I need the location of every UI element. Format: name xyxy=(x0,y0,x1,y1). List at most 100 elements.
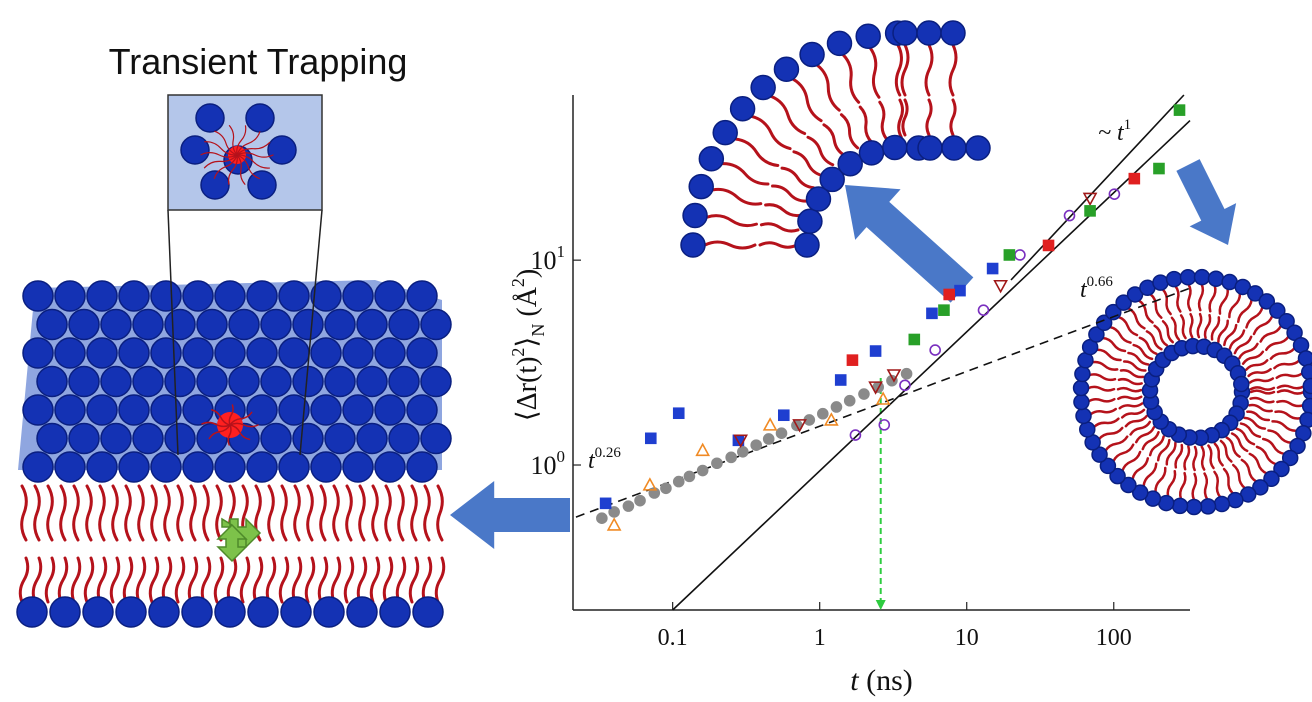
lipid-head xyxy=(260,365,292,398)
lipid-tail xyxy=(1271,420,1299,433)
lipid-tail xyxy=(1174,443,1184,469)
lipid-head xyxy=(164,365,196,398)
lipid-tail xyxy=(1088,373,1117,382)
lipid-head xyxy=(164,308,196,341)
lipid-tail xyxy=(868,46,881,99)
data-point xyxy=(834,374,847,386)
x-tick-label: 100 xyxy=(1096,625,1132,651)
y-label-part: (Å xyxy=(512,286,543,323)
lipid-tail xyxy=(434,556,446,604)
lipid-head xyxy=(1263,470,1280,488)
annotation-base: t xyxy=(588,448,596,474)
lipid-head xyxy=(346,596,378,628)
lipid-head xyxy=(1246,285,1264,302)
lipid-tail xyxy=(397,484,405,542)
lipid-head xyxy=(68,422,100,455)
lipid-head xyxy=(1075,407,1092,425)
tick-base: 10 xyxy=(531,451,557,480)
lipid-head xyxy=(892,20,918,46)
lipid-head xyxy=(22,394,54,426)
lipid-head xyxy=(54,337,86,369)
lipid-tail xyxy=(1274,410,1303,420)
data-point xyxy=(725,451,737,464)
lipid-head xyxy=(406,451,438,483)
lipid-tail xyxy=(780,166,815,190)
lipid-tail xyxy=(1165,441,1177,466)
lipid-tail xyxy=(57,556,69,604)
lipid-tail xyxy=(382,556,394,604)
lipid-head xyxy=(200,170,230,200)
lipid-tail xyxy=(925,98,933,137)
lipid-head xyxy=(86,280,118,312)
lipid-head xyxy=(36,422,68,455)
lipid-tail xyxy=(33,484,41,542)
data-point xyxy=(1153,162,1165,175)
zoom-line xyxy=(167,209,179,456)
lipid-head xyxy=(278,394,310,426)
data-point xyxy=(634,494,646,507)
lipid-tail xyxy=(72,484,80,542)
lipid-tail xyxy=(1248,452,1269,475)
lipid-tail xyxy=(1170,316,1181,341)
lipid-head xyxy=(22,337,54,369)
lipid-tail xyxy=(148,556,160,604)
lipid-tail xyxy=(900,43,910,97)
data-point xyxy=(695,442,711,457)
lipid-tail xyxy=(1138,336,1158,356)
lipid-tail xyxy=(174,556,186,604)
lipid-head xyxy=(388,308,420,341)
data-point xyxy=(954,284,966,297)
lipid-head xyxy=(882,134,908,161)
lipid-head xyxy=(54,451,86,483)
lipid-head xyxy=(712,119,738,146)
annotation-exponent: 0.26 xyxy=(595,445,622,461)
lipid-head xyxy=(247,170,277,200)
lipid-head xyxy=(1091,446,1108,463)
lipid-tail xyxy=(1161,288,1172,316)
lipid-head xyxy=(1199,498,1217,515)
lipid-tail xyxy=(1267,429,1293,444)
lipid-tail xyxy=(1228,292,1242,319)
lipid-head xyxy=(680,232,706,258)
lipid-tail xyxy=(1276,384,1306,390)
data-point xyxy=(943,288,956,301)
lipid-head xyxy=(278,280,310,312)
lipid-tail xyxy=(1097,426,1124,441)
illustrations xyxy=(16,20,1312,628)
lipid-head xyxy=(1278,312,1295,330)
lipid-tail xyxy=(214,130,238,156)
lipid-tail xyxy=(371,484,379,542)
data-point xyxy=(900,367,913,380)
data-point xyxy=(1003,249,1016,261)
lipid-tail xyxy=(841,53,861,104)
lipid-head xyxy=(100,422,132,455)
lipid-head xyxy=(917,135,943,161)
lipid-tail xyxy=(1153,324,1169,347)
lipid-tail xyxy=(1213,442,1224,467)
data-point xyxy=(1108,188,1121,200)
lipid-tail xyxy=(124,484,132,542)
fit-line xyxy=(1010,94,1185,281)
lipid-head xyxy=(86,337,118,369)
lipid-head xyxy=(388,365,420,398)
lipid-head xyxy=(688,173,714,200)
lipid-tail xyxy=(239,556,251,604)
data-point xyxy=(660,482,672,495)
lipid-head xyxy=(180,135,210,165)
data-point xyxy=(1128,172,1141,185)
y-tick-label: 101 xyxy=(531,242,566,275)
lipid-head xyxy=(150,394,182,426)
lipid-tail xyxy=(1276,389,1306,395)
lipid-head xyxy=(278,337,310,369)
data-point xyxy=(733,434,748,448)
lipid-head xyxy=(181,596,213,628)
lipid-tail xyxy=(1090,360,1119,371)
lipid-head xyxy=(196,365,228,398)
lipid-tail xyxy=(200,152,238,158)
lipid-head xyxy=(374,280,406,312)
lipid-tail xyxy=(1121,450,1142,473)
lipid-head xyxy=(36,308,68,341)
lipid-tail xyxy=(343,556,355,604)
lipid-tail xyxy=(1183,445,1191,471)
lipid-head xyxy=(100,365,132,398)
